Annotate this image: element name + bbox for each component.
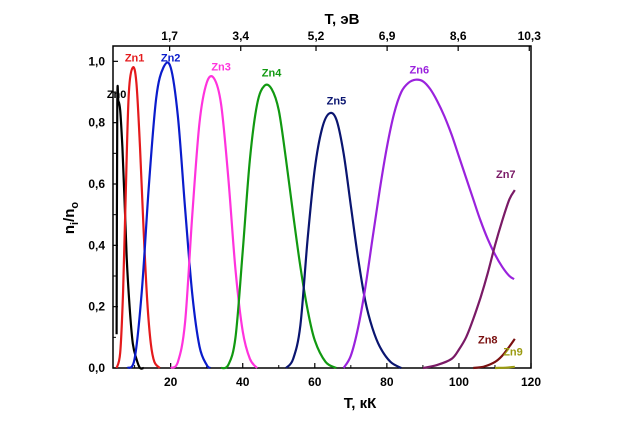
series-line-zn9 [494, 365, 515, 370]
y-tick-label: 0,0 [88, 361, 105, 375]
x-axis-title: T, кК [344, 395, 377, 412]
top-tick-label: 1,7 [161, 29, 178, 43]
x-tick-label: 100 [449, 375, 469, 389]
top-axis-title: T, эВ [325, 11, 360, 28]
series-label-zn9: Zn9 [503, 347, 523, 359]
series-line-zn6 [342, 78, 515, 369]
series-label-zn0: Zn0 [107, 89, 127, 101]
y-tick-label: 0,8 [88, 116, 105, 130]
series-label-zn3: Zn3 [211, 62, 231, 74]
x-tick-label: 120 [521, 375, 541, 389]
top-tick-label: 5,2 [308, 29, 325, 43]
series-layer [115, 61, 516, 370]
top-tick-label: 6,9 [379, 29, 396, 43]
series-line-zn4 [220, 83, 337, 370]
labels-layer: Zn0 Zn1 Zn2 Zn3 Zn4 Zn5 Zn6 Zn7 Zn8 Zn9 [107, 52, 523, 358]
y-tick-label: 0,2 [88, 300, 105, 314]
series-label-zn7: Zn7 [496, 169, 516, 181]
axes: 20 40 60 80 100 120 0,0 0,2 0,4 0,6 0,8 1,0 1,7 3,4 5,… [88, 29, 541, 389]
x-tick-label: 80 [380, 375, 394, 389]
series-line-zn2 [126, 61, 212, 369]
series-label-zn1: Zn1 [125, 52, 145, 64]
series-label-zn6: Zn6 [410, 65, 430, 77]
series-label-zn4: Zn4 [262, 68, 282, 80]
y-tick-label: 0,4 [88, 238, 105, 252]
series-line-zn3 [169, 75, 258, 370]
x-tick-label: 40 [236, 375, 250, 389]
plot-frame [112, 45, 532, 369]
top-tick-label: 10,3 [518, 29, 542, 43]
y-title-sep: /n [61, 209, 78, 222]
y-axis-title: ni/no [61, 202, 81, 235]
series-line-zn5 [285, 111, 402, 369]
series-line-zn7 [422, 189, 516, 370]
y-title-sub-i: i [69, 222, 81, 225]
series-line-zn8 [473, 338, 516, 370]
y-title-sub-o: o [69, 202, 81, 209]
top-tick-label: 3,4 [232, 29, 249, 43]
y-title-n: n [61, 225, 78, 234]
series-label-zn8: Zn8 [478, 334, 498, 346]
series-label-zn2: Zn2 [161, 52, 181, 64]
x-tick-label: 60 [308, 375, 322, 389]
series-label-zn5: Zn5 [327, 95, 347, 107]
top-tick-label: 8,6 [450, 29, 467, 43]
series-line-zn1 [115, 66, 161, 369]
y-tick-label: 1,0 [88, 54, 105, 68]
y-tick-label: 0,6 [88, 177, 105, 191]
x-tick-label: 20 [164, 375, 178, 389]
